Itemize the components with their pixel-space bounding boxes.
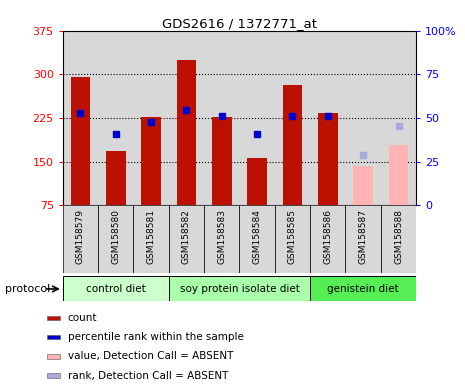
Text: GSM158582: GSM158582 <box>182 209 191 264</box>
Text: GSM158587: GSM158587 <box>359 209 368 264</box>
Bar <box>133 205 169 273</box>
Text: GSM158585: GSM158585 <box>288 209 297 264</box>
Bar <box>239 31 275 205</box>
Bar <box>212 118 232 205</box>
Text: percentile rank within the sample: percentile rank within the sample <box>68 332 244 342</box>
Text: count: count <box>68 313 97 323</box>
Bar <box>381 205 416 273</box>
Text: protocol: protocol <box>5 284 50 294</box>
Bar <box>345 31 381 205</box>
Bar <box>63 31 98 205</box>
Bar <box>318 113 338 205</box>
Bar <box>169 276 310 301</box>
Bar <box>310 31 345 205</box>
Bar <box>345 205 381 273</box>
Bar <box>204 31 239 205</box>
Bar <box>204 205 239 273</box>
Title: GDS2616 / 1372771_at: GDS2616 / 1372771_at <box>162 17 317 30</box>
Bar <box>71 77 90 205</box>
Bar <box>133 31 169 205</box>
Bar <box>239 205 275 273</box>
Bar <box>310 276 416 301</box>
Bar <box>63 205 98 273</box>
Bar <box>381 31 416 205</box>
Text: control diet: control diet <box>86 284 146 294</box>
Bar <box>275 205 310 273</box>
Bar <box>283 85 302 205</box>
Bar <box>63 276 169 301</box>
Bar <box>98 31 133 205</box>
Bar <box>106 151 126 205</box>
Text: GSM158579: GSM158579 <box>76 209 85 264</box>
Bar <box>353 166 373 205</box>
Text: GSM158588: GSM158588 <box>394 209 403 264</box>
Text: GSM158584: GSM158584 <box>252 209 262 264</box>
Text: soy protein isolate diet: soy protein isolate diet <box>179 284 299 294</box>
Bar <box>141 118 161 205</box>
Bar <box>47 316 60 320</box>
Text: value, Detection Call = ABSENT: value, Detection Call = ABSENT <box>68 351 233 361</box>
Bar <box>169 205 204 273</box>
Bar <box>169 31 204 205</box>
Text: GSM158581: GSM158581 <box>146 209 156 264</box>
Bar <box>247 158 267 205</box>
Bar <box>310 205 345 273</box>
Text: GSM158583: GSM158583 <box>217 209 226 264</box>
Bar <box>47 335 60 339</box>
Text: GSM158580: GSM158580 <box>111 209 120 264</box>
Bar <box>389 146 408 205</box>
Text: genistein diet: genistein diet <box>327 284 399 294</box>
Text: GSM158586: GSM158586 <box>323 209 332 264</box>
Bar <box>177 60 196 205</box>
Text: rank, Detection Call = ABSENT: rank, Detection Call = ABSENT <box>68 371 228 381</box>
Bar <box>47 373 60 378</box>
Bar <box>47 354 60 359</box>
Bar <box>275 31 310 205</box>
Bar <box>98 205 133 273</box>
